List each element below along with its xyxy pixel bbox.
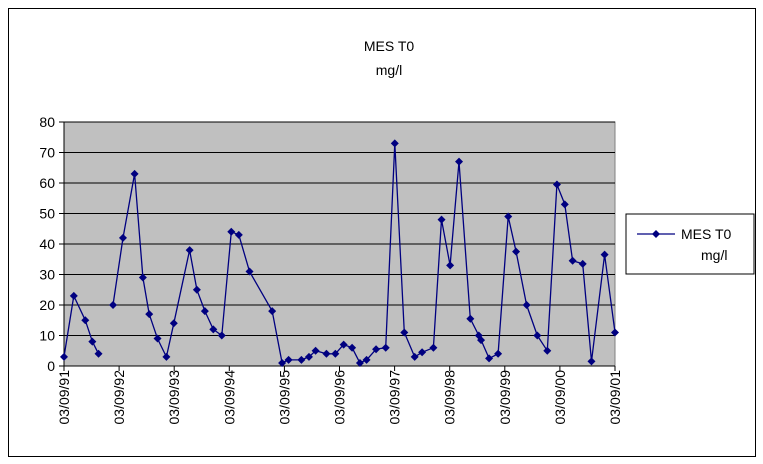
- y-tick-label: 0: [47, 358, 55, 374]
- data-point-marker: [485, 354, 494, 363]
- data-point-marker: [355, 358, 364, 367]
- data-point-marker: [533, 331, 542, 340]
- data-point-marker: [362, 355, 371, 364]
- data-point-marker: [153, 334, 162, 343]
- x-tick-label: 03/09/96: [332, 370, 348, 425]
- data-point-marker: [437, 215, 446, 224]
- data-point-marker: [217, 331, 226, 340]
- data-point-marker: [494, 349, 503, 358]
- data-point-marker: [118, 233, 127, 242]
- data-point-marker: [278, 358, 287, 367]
- legend-label-line1: MES T0: [681, 226, 732, 242]
- data-point-marker: [311, 346, 320, 355]
- data-point-marker: [543, 346, 552, 355]
- data-point-marker: [348, 343, 357, 352]
- data-point-marker: [234, 230, 243, 239]
- chart-title-line2: mg/l: [376, 62, 402, 78]
- data-point-marker: [446, 261, 455, 270]
- x-tick-label: 03/09/00: [552, 370, 568, 425]
- data-point-marker: [162, 352, 171, 361]
- data-point-marker: [331, 349, 340, 358]
- y-tick-label: 10: [39, 328, 55, 344]
- data-point-marker: [560, 200, 569, 209]
- data-point-marker: [169, 319, 178, 328]
- data-point-marker: [400, 328, 409, 337]
- data-point-marker: [60, 352, 68, 361]
- y-tick-label: 20: [39, 297, 55, 313]
- data-point-marker: [69, 291, 78, 300]
- x-tick-label: 03/09/95: [276, 370, 292, 425]
- legend-label-line2: mg/l: [701, 247, 727, 263]
- plot-area: 0 10 20 30 40 50 60 70 80 03/09/91 03/09/92 03/09/9…: [39, 114, 623, 425]
- data-point-marker: [512, 247, 521, 256]
- data-point-marker: [418, 348, 427, 357]
- data-point-marker: [88, 337, 97, 346]
- data-point-marker: [297, 355, 306, 364]
- legend-series-marker: [652, 230, 660, 238]
- y-tick-label: 70: [39, 145, 55, 161]
- data-point-marker: [304, 352, 313, 361]
- y-tick-label: 60: [39, 175, 55, 191]
- data-point-marker: [245, 267, 254, 276]
- data-point-marker: [94, 349, 103, 358]
- data-point-marker: [185, 246, 194, 255]
- data-point-marker: [339, 340, 348, 349]
- data-point-marker: [130, 169, 139, 178]
- data-point-marker: [455, 157, 464, 166]
- chart-svg: MES T0 mg/l 0 10 20 30 40 50 60 70 80 03/09/91 03/…: [39, 38, 755, 425]
- data-point-marker: [600, 250, 609, 259]
- chart-frame: MES T0 mg/l 0 10 20 30 40 50 60 70 80 03/09/91 03/…: [8, 8, 756, 457]
- data-point-marker: [504, 212, 513, 221]
- data-point-marker: [200, 307, 209, 316]
- x-tick-label: 03/09/93: [166, 370, 182, 425]
- data-point-marker: [578, 259, 587, 268]
- x-tick-label: 03/09/92: [111, 370, 127, 425]
- legend: MES T0 mg/l: [625, 213, 755, 275]
- chart-title-line1: MES T0: [364, 38, 415, 54]
- data-point-marker: [611, 328, 619, 337]
- legend-box: [625, 213, 755, 275]
- data-point-marker: [227, 227, 236, 236]
- data-point-marker: [284, 355, 293, 364]
- data-point-marker: [552, 180, 561, 189]
- data-point-marker: [429, 343, 438, 352]
- data-point-marker: [568, 256, 577, 265]
- data-point-marker: [192, 285, 201, 294]
- x-tick-label: 03/09/98: [442, 370, 458, 425]
- x-tick-label: 03/09/97: [387, 370, 403, 425]
- x-tick-label: 03/09/91: [56, 370, 72, 425]
- data-point-marker: [410, 352, 419, 361]
- x-tick-label: 03/09/01: [607, 370, 623, 425]
- data-point-marker: [109, 301, 118, 309]
- data-point-marker: [81, 316, 90, 325]
- data-point-marker: [390, 139, 399, 148]
- data-point-marker: [522, 301, 531, 309]
- data-point-marker: [381, 343, 390, 352]
- x-tick-label: 03/09/94: [221, 370, 237, 425]
- x-tick-label: 03/09/99: [497, 370, 513, 425]
- data-point-marker: [322, 349, 331, 358]
- data-point-marker: [587, 357, 596, 366]
- y-tick-label: 40: [39, 236, 55, 252]
- data-point-marker: [372, 345, 381, 354]
- data-point-marker: [477, 336, 486, 345]
- data-point-marker: [145, 310, 154, 319]
- data-point-marker: [138, 273, 147, 282]
- y-tick-label: 50: [39, 206, 55, 222]
- y-tick-label: 30: [39, 267, 55, 283]
- data-point-marker: [209, 325, 218, 334]
- data-point-marker: [268, 307, 277, 316]
- data-point-marker: [466, 314, 475, 323]
- y-tick-label: 80: [39, 114, 55, 130]
